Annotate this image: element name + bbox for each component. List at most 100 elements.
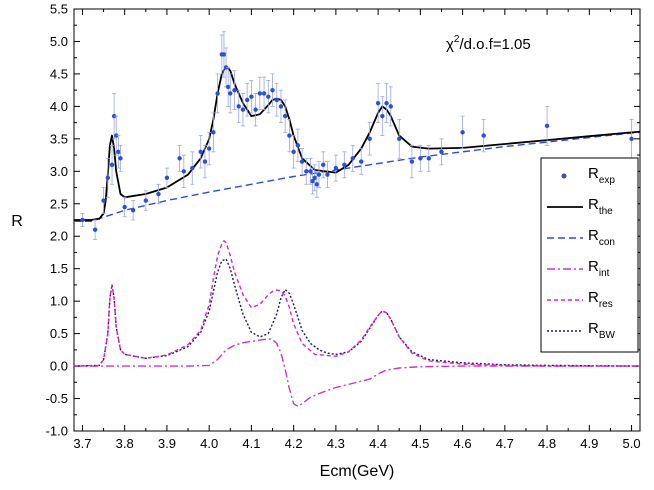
data-point: [80, 217, 85, 223]
legend-label: Rcon: [588, 227, 615, 248]
data-point: [397, 136, 402, 142]
data-point: [253, 107, 258, 112]
y-tick-label: 1.0: [50, 294, 68, 309]
data-point: [206, 146, 212, 151]
y-tick-label: 0.0: [50, 359, 68, 374]
data-point: [202, 159, 208, 164]
x-tick-label: 4.2: [285, 436, 303, 451]
data-point: [299, 159, 305, 164]
data-point: [460, 130, 465, 135]
data-point: [236, 104, 241, 109]
data-point: [225, 84, 231, 90]
y-tick-label: 3.5: [50, 131, 68, 146]
y-tick-label: 1.5: [50, 261, 68, 276]
data-point: [177, 156, 182, 161]
legend-label-sub: BW: [599, 330, 616, 341]
data-point: [92, 227, 98, 232]
legend-label-sub: exp: [599, 175, 616, 186]
legend-label-main: R: [588, 165, 599, 182]
legend-label-main: R: [588, 227, 599, 244]
x-tick-label: 4.1: [242, 436, 260, 451]
chi2-rest: /d.o.f=1.05: [459, 36, 530, 53]
y-tick-label: 4.0: [50, 99, 68, 114]
y-tick-label: 2.5: [50, 196, 68, 211]
data-point: [282, 113, 288, 119]
legend-label-sub: res: [599, 299, 613, 310]
y-tick-label: 0.5: [50, 326, 68, 341]
data-point: [426, 156, 432, 161]
data-point: [164, 175, 170, 180]
data-point: [244, 97, 250, 103]
x-tick-label: 4.3: [327, 436, 345, 451]
x-tick-label: 3.7: [73, 436, 91, 451]
data-point: [274, 97, 279, 103]
y-tick-label: 2.0: [50, 229, 68, 244]
legend-label: Rint: [588, 258, 610, 279]
data-point: [240, 107, 246, 112]
data-point: [350, 156, 355, 161]
series-line-r-int: [74, 338, 640, 407]
data-point: [122, 204, 127, 210]
data-point: [190, 165, 195, 171]
x-tick-label: 4.0: [200, 436, 218, 451]
data-point: [308, 169, 313, 174]
data-point: [114, 133, 119, 138]
data-point: [270, 87, 275, 93]
data-point: [116, 149, 121, 155]
data-point: [310, 178, 315, 184]
y-tick-label: 4.5: [50, 66, 68, 81]
legend-label-sub: int: [599, 268, 610, 279]
chi2-symbol: χ: [446, 36, 454, 53]
data-point: [629, 136, 634, 142]
x-axis-title: Ecm(GeV): [320, 463, 395, 480]
data-point: [232, 87, 237, 93]
chi2-annotation: χ2/d.o.f=1.05: [446, 34, 531, 53]
data-point: [291, 149, 296, 155]
axes-layer: 3.7 3.8 3.9 4.0 4.1 4.2 4.3 4.4 4.5 4.6 4.7 4.8 4.9 5…: [46, 2, 641, 452]
x-tick-label: 3.8: [116, 436, 134, 451]
data-point: [314, 182, 320, 187]
data-point: [359, 159, 364, 164]
legend-label: Rexp: [588, 165, 615, 186]
legend-label-main: R: [588, 320, 599, 337]
x-tick-label: 4.5: [411, 436, 429, 451]
data-point: [342, 162, 347, 168]
data-point: [304, 169, 309, 174]
data-point: [287, 133, 292, 138]
chi2-superscript: 2: [454, 34, 460, 45]
data-point: [211, 130, 216, 135]
legend-label: RBW: [588, 320, 616, 341]
data-point: [388, 104, 393, 109]
data-point: [228, 91, 233, 96]
data-point: [409, 159, 415, 164]
y-axis-title: R: [11, 213, 23, 230]
data-point: [333, 165, 339, 171]
data-point: [111, 113, 117, 119]
data-point: [439, 149, 444, 155]
data-point: [266, 94, 271, 99]
data-point: [198, 149, 203, 155]
data-point: [380, 113, 385, 119]
data-point: [215, 91, 220, 96]
legend-label-sub: the: [599, 206, 613, 217]
data-point: [544, 123, 550, 129]
data-point: [223, 65, 229, 70]
data-point: [481, 133, 486, 138]
x-tick-label: 4.6: [454, 436, 472, 451]
legend-box: [540, 157, 639, 353]
y-tick-label: -1.0: [46, 424, 68, 439]
legend-marker: [561, 173, 567, 179]
x-tick-label: 4.9: [580, 436, 598, 451]
series-line-r-res: [74, 240, 640, 367]
data-point: [249, 94, 254, 99]
legend-label: Rthe: [588, 196, 613, 217]
legend-label-main: R: [588, 258, 599, 275]
data-point: [321, 162, 326, 168]
data-point: [118, 156, 123, 161]
data-point: [312, 175, 317, 180]
data-point: [316, 172, 322, 177]
data-points-layer: [80, 31, 634, 240]
legend-label-sub: con: [599, 237, 615, 248]
